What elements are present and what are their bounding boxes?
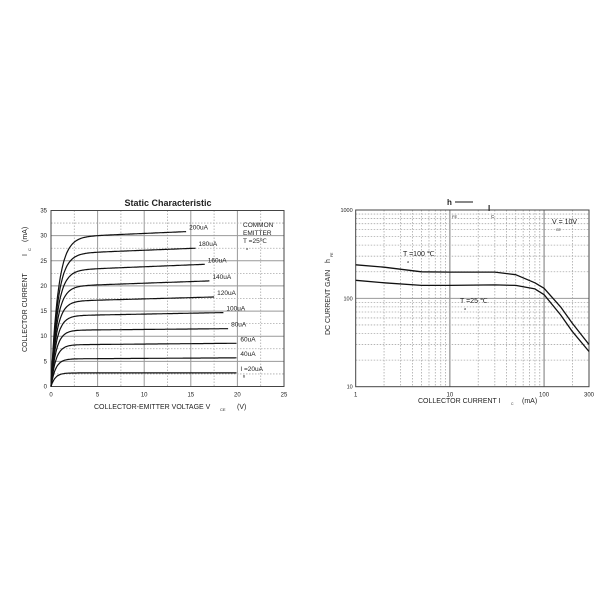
- curve-label-sub: a: [407, 260, 409, 264]
- x-axis-label-unit: (V): [237, 404, 246, 411]
- x-tick-label: 300: [584, 393, 595, 399]
- x-axis-label: COLLECTOR-EMITTER VOLTAGE V: [94, 404, 211, 411]
- y-tick-label: 35: [40, 209, 47, 215]
- annotation-text: COMMON: [243, 222, 274, 229]
- annotation-sub: a: [246, 247, 248, 251]
- curve-label: I =20uA: [240, 366, 263, 373]
- y-axis-label-unit: (mA): [22, 227, 29, 242]
- curve-200uA: [50, 231, 187, 387]
- x-axis-label-sub: CE: [220, 407, 226, 412]
- y-axis-label: DC CURRENT GAIN: [325, 270, 332, 335]
- y-axis-label-symbol: h: [325, 259, 332, 263]
- x-tick-label: 10: [447, 393, 454, 399]
- curve-label: 200uA: [189, 225, 208, 232]
- x-tick-label: 1: [354, 393, 358, 399]
- curve-label: 140uA: [212, 274, 231, 281]
- curve-120uA: [50, 296, 215, 387]
- curve-label: 40uA: [240, 351, 256, 358]
- y-tick-label: 25: [40, 259, 47, 265]
- plot-frame: [50, 210, 285, 387]
- curve-140uA: [50, 280, 210, 387]
- y-axis-label-group: DC CURRENT GAIN h FE: [325, 252, 334, 335]
- y-axis-label-group: COLLECTOR CURRENT I C (mA): [22, 227, 32, 352]
- y-tick-label: 20: [40, 284, 47, 290]
- x-tick-label: 25: [281, 393, 288, 399]
- x-axis-label-unit: (mA): [522, 398, 537, 405]
- y-axis-label-symbol: I: [22, 254, 29, 256]
- curve-ta25: [355, 279, 590, 352]
- curve-80uA: [50, 328, 229, 387]
- curve-label-ta100: T =100 ℃: [403, 251, 435, 258]
- chart-title-sub: C: [491, 214, 495, 219]
- y-tick-label: 5: [44, 359, 48, 365]
- curve-label-ta25: T =25 ℃: [460, 298, 488, 305]
- annotation-text: V = 10V: [552, 219, 577, 226]
- curve-ta100: [355, 264, 590, 345]
- chart-title-i: I: [488, 204, 490, 213]
- x-tick-label: 100: [539, 393, 550, 399]
- curve-label: 180uA: [198, 241, 217, 248]
- annotation-text: T =25℃: [243, 238, 268, 245]
- x-tick-label: 10: [141, 393, 148, 399]
- y-tick-label: 10: [40, 334, 47, 340]
- curve-40uA: [50, 357, 237, 387]
- curve-160uA: [50, 263, 205, 387]
- curve-180uA: [50, 247, 196, 387]
- y-tick-label: 15: [40, 309, 47, 315]
- curve-label-sub: a: [464, 307, 466, 311]
- x-tick-label: 5: [96, 393, 100, 399]
- curve-label: 160uA: [208, 257, 227, 264]
- annotation-text: EMITTER: [243, 230, 272, 237]
- curve-I20uA: [50, 372, 237, 387]
- y-axis-label-sub: C: [27, 248, 32, 251]
- y-tick-label: 0: [44, 385, 48, 391]
- curve-60uA: [50, 342, 237, 387]
- plot-frame: [355, 209, 590, 388]
- chart-title: Static Characteristic: [124, 198, 211, 208]
- x-axis-label-sub: C: [511, 402, 514, 406]
- curve-100uA: [50, 312, 224, 387]
- x-axis-label: COLLECTOR CURRENT I: [418, 398, 501, 405]
- curve-label: 100uA: [226, 306, 245, 313]
- y-tick-label: 10: [347, 385, 353, 391]
- y-axis-label-sub: FE: [330, 252, 334, 257]
- y-axis-label: COLLECTOR CURRENT: [22, 272, 29, 352]
- x-tick-label: 0: [49, 393, 53, 399]
- y-tick-label: 30: [40, 234, 47, 240]
- curve-label: 60uA: [240, 336, 256, 343]
- curve-label: 120uA: [217, 290, 236, 297]
- annotation-sub: CE: [556, 228, 562, 232]
- chart-title-sub: FE: [452, 214, 457, 219]
- y-tick-label: 1000: [340, 208, 352, 214]
- curve-label-sub: B: [243, 374, 246, 378]
- x-tick-label: 15: [187, 393, 194, 399]
- y-tick-label: 100: [344, 296, 353, 302]
- curve-label: 80uA: [231, 322, 247, 329]
- x-tick-label: 20: [234, 393, 241, 399]
- chart-title-h: h: [447, 198, 452, 207]
